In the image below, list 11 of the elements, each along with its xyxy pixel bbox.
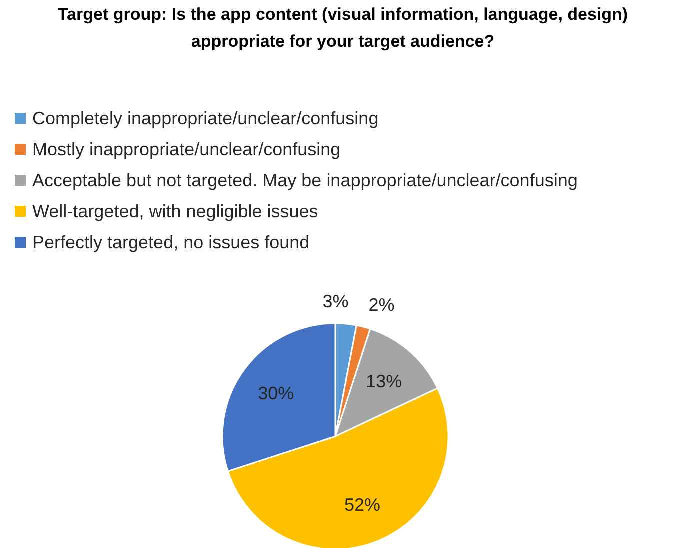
data-label: 3% bbox=[322, 292, 349, 312]
chart-title: Target group: Is the app content (visual information, language, design) appropriate for your target audience? bbox=[58, 5, 628, 51]
legend-label: Perfectly targeted, no issues found bbox=[32, 232, 310, 252]
data-label: 2% bbox=[368, 295, 395, 316]
legend-label: Completely inappropriate/unclear/confusing bbox=[32, 108, 379, 128]
data-label: 13% bbox=[366, 371, 402, 392]
legend-label: Acceptable but not targeted. May be inappropriate/unclear/confusing bbox=[32, 170, 578, 190]
data-label: 30% bbox=[258, 383, 294, 404]
legend-label: Mostly inappropriate/unclear/confusing bbox=[32, 140, 341, 160]
legend-label: Well-targeted, with negligible issues bbox=[32, 202, 318, 222]
data-label: 52% bbox=[344, 494, 381, 515]
